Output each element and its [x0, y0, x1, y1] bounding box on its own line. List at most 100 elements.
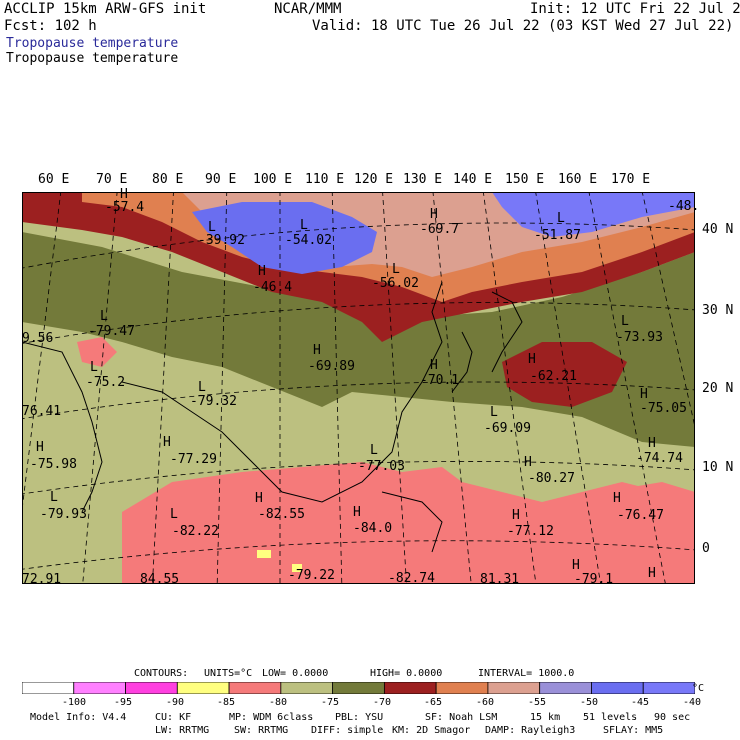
legend-swatch — [591, 682, 644, 694]
high-value: HIGH= 0.0000 — [370, 668, 443, 679]
lon-label: 110 E — [305, 172, 345, 187]
color-field-title: Tropopause temperature — [6, 36, 179, 51]
low-marker: L — [100, 309, 108, 324]
legend-unit: °C — [692, 683, 705, 694]
legend-tick-label: -40 — [683, 697, 702, 708]
high-marker: H — [255, 491, 263, 506]
legend-tick-label: -95 — [114, 697, 133, 708]
legend-tick-label: -55 — [528, 697, 547, 708]
interval-value: INTERVAL= 1000.0 — [478, 668, 575, 679]
legend-swatch — [539, 682, 592, 694]
legend-tick-label: -45 — [631, 697, 650, 708]
lat-label: 30 N — [702, 303, 734, 318]
legend-swatch — [332, 682, 385, 694]
map-value-label: -80.27 — [528, 471, 575, 486]
high-marker: H — [640, 387, 648, 402]
lon-label: 120 E — [354, 172, 394, 187]
yellow-patch — [292, 564, 302, 572]
lat-label: 0 — [702, 541, 710, 556]
lon-label: 150 E — [505, 172, 545, 187]
low-marker: L — [198, 380, 206, 395]
timestep: 90 sec — [654, 712, 691, 723]
low-marker: L — [50, 490, 58, 505]
legend-tick-label: -100 — [62, 697, 87, 708]
sflay-scheme: SFLAY: MM5 — [603, 725, 664, 736]
legend-swatch — [125, 682, 178, 694]
map-value-label: 9.56 — [22, 331, 54, 346]
yellow-patch — [257, 550, 271, 558]
low-marker: L — [208, 220, 216, 235]
map-value-label: -69.7 — [420, 222, 460, 237]
contour-field-title: Tropopause temperature — [6, 51, 179, 66]
lon-label: 160 E — [558, 172, 598, 187]
map-value-label: -82.55 — [258, 507, 305, 522]
lw-scheme: LW: RRTMG — [155, 725, 210, 736]
lon-label: 60 E — [38, 172, 70, 187]
map-value-label: -75.2 — [86, 375, 126, 390]
map-value-label: -51.87 — [534, 228, 581, 243]
color-legend — [22, 682, 695, 694]
lat-label: 10 N — [702, 460, 734, 475]
high-marker: H — [430, 358, 438, 373]
high-marker: H — [648, 436, 656, 451]
map-value-label: -48. — [668, 199, 700, 214]
map-value-label: 76.41 — [22, 404, 62, 419]
map-value-label: -79.22 — [288, 568, 335, 583]
valid-time: Valid: 18 UTC Tue 26 Jul 22 (03 KST Wed … — [312, 18, 734, 34]
map-value-label: -77.03 — [358, 459, 405, 474]
map-value-label: 84.55 — [140, 572, 180, 587]
map-value-label: -79.93 — [40, 507, 87, 522]
legend-swatch — [228, 682, 282, 694]
low-marker: L — [490, 405, 498, 420]
high-marker: H — [353, 505, 361, 520]
low-marker: L — [370, 443, 378, 458]
km-scheme: KM: 2D Smagor — [392, 725, 471, 736]
map-value-label: -62.21 — [530, 369, 577, 384]
map-value-label: -75.05 — [640, 401, 687, 416]
high-marker: H — [572, 558, 580, 573]
resolution: 15 km — [530, 712, 561, 723]
high-marker: H — [528, 352, 536, 367]
map-value-label: -69.89 — [308, 359, 355, 374]
lon-label: 80 E — [152, 172, 184, 187]
legend-swatch — [176, 682, 230, 694]
forecast-hour: Fcst: 102 h — [4, 18, 97, 34]
map-value-label: -84.0 — [353, 521, 393, 536]
contours-label: CONTOURS: — [134, 668, 189, 679]
units-label: UNITS=°C — [204, 668, 253, 679]
map-value-label: -57.4 — [105, 200, 145, 215]
lon-label: 90 E — [205, 172, 237, 187]
legend-tick-label: -75 — [321, 697, 340, 708]
legend-swatch — [487, 682, 541, 694]
high-marker: H — [36, 440, 44, 455]
high-marker: H — [613, 491, 621, 506]
legend-tick-label: -50 — [580, 697, 599, 708]
lon-label: 140 E — [453, 172, 493, 187]
map-value-label: -79.1 — [574, 572, 614, 587]
legend-swatch — [642, 682, 695, 694]
coastlines — [22, 281, 523, 553]
legend-swatch — [280, 682, 334, 694]
map-value-label: -82.74 — [388, 571, 435, 586]
map-value-label: -82.22 — [172, 524, 219, 539]
tropopause-temperature-map — [22, 192, 695, 584]
diff-scheme: DIFF: simple — [311, 725, 384, 736]
lon-label: 130 E — [403, 172, 443, 187]
legend-tick-label: -80 — [269, 697, 288, 708]
mp-scheme: MP: WDM 6class — [229, 712, 314, 723]
high-marker: H — [313, 343, 321, 358]
map-value-label: -70.1 — [420, 373, 460, 388]
legend-tick-label: -60 — [476, 697, 495, 708]
map-value-label: -76.47 — [617, 508, 664, 523]
map-value-label: -69.09 — [484, 421, 531, 436]
high-marker: H — [120, 187, 128, 202]
sw-scheme: SW: RRTMG — [234, 725, 289, 736]
lat-label: 20 N — [702, 381, 734, 396]
low-marker: L — [557, 211, 565, 226]
band-blue-east — [492, 192, 695, 237]
map-value-label: 72.91 — [22, 572, 62, 587]
init-time: Init: 12 UTC Fri 22 Jul 22 — [530, 1, 740, 17]
legend-swatch — [383, 682, 437, 694]
high-marker: H — [512, 508, 520, 523]
levels: 51 levels — [583, 712, 638, 723]
